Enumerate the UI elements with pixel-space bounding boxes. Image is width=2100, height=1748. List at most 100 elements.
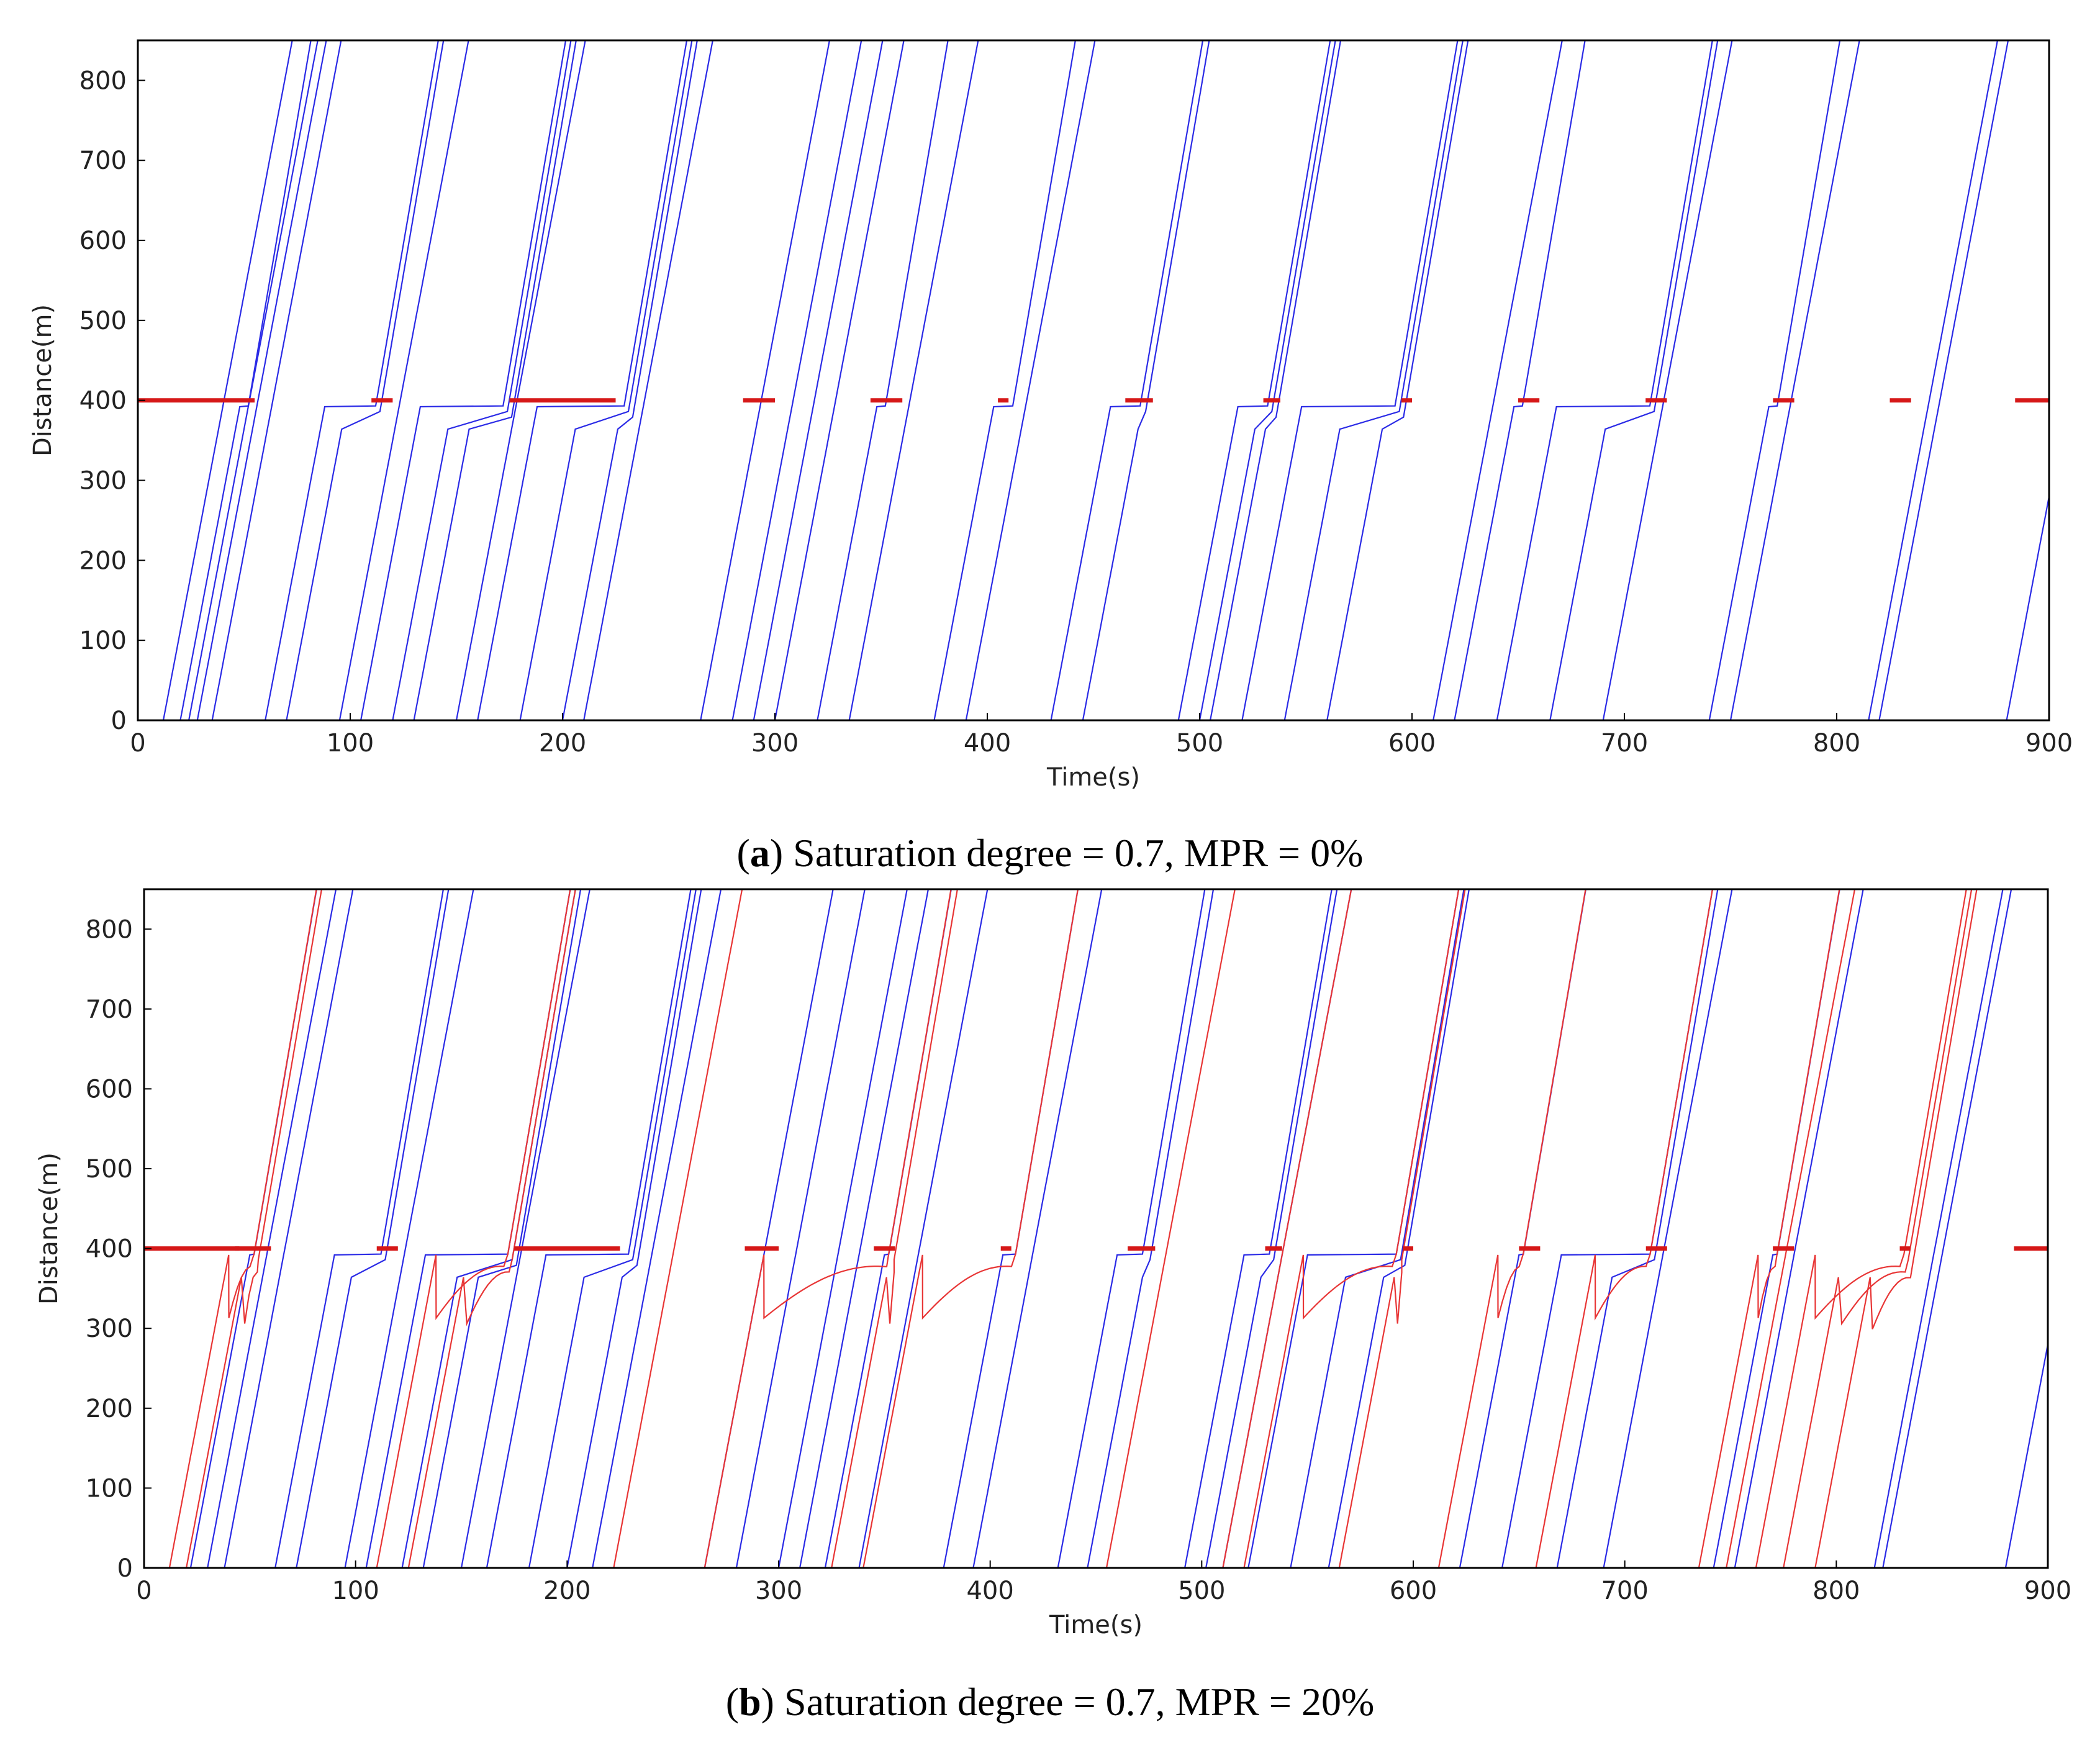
b-x-tick-label: 300 xyxy=(755,1577,802,1605)
b-x-tick-label: 800 xyxy=(1813,1577,1860,1605)
b-trajectory-hv-1-25 xyxy=(1328,889,1470,1568)
panel-a-caption-letter: a xyxy=(750,831,770,875)
a-trajectory-hv-1-2 xyxy=(211,40,342,720)
panel-b-caption-text: Saturation degree = 0.7, MPR = 20% xyxy=(774,1680,1374,1724)
b-trajectory-hv-1-31 xyxy=(1734,889,1864,1568)
a-trajectory-hv-1-28 xyxy=(1549,40,1719,720)
b-trajectory-hv-1-5 xyxy=(344,889,474,1568)
b-trajectory-cav-2-4 xyxy=(613,889,743,1568)
b-trajectory-hv-1-18 xyxy=(1057,889,1206,1568)
a-trajectory-hv-1-0 xyxy=(179,40,312,720)
a-trajectory-hv-1-14 xyxy=(817,40,949,720)
b-trajectory-cav-2-9 xyxy=(1222,889,1352,1568)
a-x-tick-label: 500 xyxy=(1176,729,1223,758)
b-x-tick-label: 200 xyxy=(543,1577,591,1605)
a-trajectory-hv-1-23 xyxy=(1241,40,1459,720)
b-trajectory-hv-1-21 xyxy=(1205,889,1338,1568)
a-trajectory-hv-1-1 xyxy=(196,40,327,720)
b-trajectory-hv-1-2 xyxy=(224,889,354,1568)
b-trajectory-hv-1-30 xyxy=(1713,889,1840,1568)
a-y-tick-label: 300 xyxy=(79,467,127,496)
a-x-tick-label: 0 xyxy=(130,729,145,758)
a-trajectory-hv-1-11 xyxy=(519,40,693,720)
a-trajectory-hv-1-25 xyxy=(1326,40,1469,720)
b-trajectory-cav-2-17 xyxy=(1783,889,1973,1568)
a-y-tick-label: 700 xyxy=(79,147,127,175)
a-trajectory-hv-0-1 xyxy=(188,40,319,720)
panel-a-ticks: 0 100 200 300 400 500 600 700 800 900 0 100 200 300 40… xyxy=(79,66,2073,758)
b-trajectory-hv-1-28 xyxy=(1556,889,1719,1568)
a-trajectory-hv-1-20 xyxy=(1177,40,1331,720)
b-trajectory-hv-1-4 xyxy=(296,889,450,1568)
panel-b-ticks: 0 100 200 300 400 500 600 700 800 900 0 100 200 300 40… xyxy=(86,915,2072,1605)
a-trajectory-hv-0-2 xyxy=(700,40,831,720)
panel-b-chart: 0 100 200 300 400 500 600 700 800 900 0 100 200 300 40… xyxy=(35,888,2072,1639)
a-trajectory-hv-1-19 xyxy=(1082,40,1210,720)
panel-b-caption-letter: b xyxy=(739,1680,761,1724)
b-trajectory-hv-1-23 xyxy=(1247,889,1460,1568)
b-trajectory-cav-2-1 xyxy=(186,889,323,1568)
b-trajectory-hv-1-29 xyxy=(1603,889,1733,1568)
b-y-tick-label: 200 xyxy=(86,1395,133,1423)
b-trajectory-hv-1-27 xyxy=(1501,889,1714,1568)
a-trajectory-hv-1-10 xyxy=(477,40,688,720)
a-trajectory-hv-1-12 xyxy=(561,40,698,720)
a-trajectory-hv-1-31 xyxy=(1729,40,1860,720)
b-trajectory-hv-0-4 xyxy=(2004,1341,2048,1568)
b-trajectory-cav-2-11 xyxy=(1338,889,1466,1568)
a-x-tick-label: 700 xyxy=(1601,729,1648,758)
a-trajectory-hv-1-6 xyxy=(360,40,567,720)
panel-a-caption-text: Saturation degree = 0.7, MPR = 0% xyxy=(783,831,1363,875)
b-trajectory-cav-2-12 xyxy=(1437,889,1586,1568)
a-y-tick-label: 800 xyxy=(79,66,127,95)
b-trajectory-cav-2-8 xyxy=(1105,889,1236,1568)
a-y-tick-label: 500 xyxy=(79,307,127,335)
b-trajectory-cav-2-7 xyxy=(862,889,1079,1568)
b-trajectory-hv-1-14 xyxy=(824,889,952,1568)
b-trajectory-cav-2-0 xyxy=(168,889,317,1568)
b-trajectory-hv-1-9 xyxy=(460,889,591,1568)
b-trajectory-cav-2-5 xyxy=(704,889,952,1568)
b-trajectory-hv-1-19 xyxy=(1087,889,1215,1568)
a-x-tick-label: 600 xyxy=(1388,729,1436,758)
a-trajectory-hv-1-22 xyxy=(1210,40,1342,720)
b-trajectory-cav-2-3 xyxy=(407,889,576,1568)
b-trajectory-cav-2-10 xyxy=(1243,889,1460,1568)
a-trajectory-hv-1-24 xyxy=(1283,40,1464,720)
b-trajectory-hv-0-2 xyxy=(777,889,908,1568)
b-y-tick-label: 700 xyxy=(86,995,133,1024)
a-trajectory-hv-0-6 xyxy=(1432,40,1563,720)
b-x-tick-label: 0 xyxy=(136,1577,152,1605)
a-trajectory-hv-1-5 xyxy=(338,40,469,720)
b-trajectory-hv-1-0 xyxy=(189,889,317,1568)
a-x-tick-label: 300 xyxy=(751,729,799,758)
b-trajectory-hv-0-1 xyxy=(735,889,866,1568)
a-trajectory-hv-0-7 xyxy=(2006,492,2049,720)
b-trajectory-hv-0-3 xyxy=(799,889,930,1568)
b-trajectory-hv-1-16 xyxy=(943,889,1079,1568)
b-x-tick-label: 500 xyxy=(1178,1577,1225,1605)
b-y-tick-label: 0 xyxy=(117,1554,133,1583)
a-trajectory-hv-1-29 xyxy=(1602,40,1733,720)
b-trajectory-hv-1-15 xyxy=(858,889,989,1568)
b-trajectory-hv-1-32 xyxy=(1873,889,2004,1568)
a-x-tick-label: 800 xyxy=(1813,729,1860,758)
b-trajectory-hv-1-3 xyxy=(274,889,445,1568)
panel-a-chart: 0 100 200 300 400 500 600 700 800 900 0 100 200 300 40… xyxy=(29,39,2073,792)
b-y-tick-label: 300 xyxy=(86,1315,133,1343)
b-y-tick-label: 600 xyxy=(86,1075,133,1103)
a-x-tick-label: 100 xyxy=(327,729,374,758)
panel-b-plot-frame xyxy=(143,888,2049,1569)
b-trajectory-hv-1-12 xyxy=(566,889,702,1568)
b-trajectory-hv-1-1 xyxy=(207,889,337,1568)
a-y-tick-label: 600 xyxy=(79,227,127,255)
b-y-tick-label: 800 xyxy=(86,915,133,944)
a-trajectory-hv-1-33 xyxy=(1878,40,2009,720)
b-trajectory-hv-1-11 xyxy=(528,889,697,1568)
b-trajectory-cav-2-15 xyxy=(1726,889,1856,1568)
b-trajectory-hv-1-10 xyxy=(486,889,692,1568)
a-trajectory-hv-1-7 xyxy=(392,40,572,720)
b-trajectory-hv-1-17 xyxy=(972,889,1103,1568)
b-x-tick-label: 600 xyxy=(1390,1577,1437,1605)
